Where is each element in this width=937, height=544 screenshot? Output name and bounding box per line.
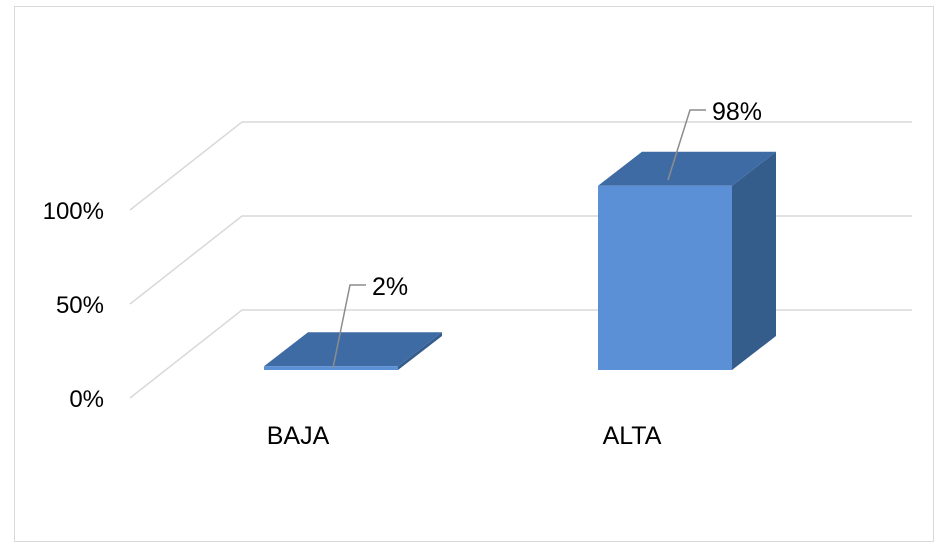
data-label-leader — [667, 109, 706, 181]
chart-frame — [14, 6, 934, 542]
bar-top — [264, 332, 442, 367]
data-label-leader — [332, 284, 366, 369]
x-category-label: BAJA — [267, 422, 330, 450]
y-tick-label: 0% — [69, 386, 104, 413]
gridline-diagonal — [129, 121, 243, 211]
gridline-diagonal — [129, 309, 243, 399]
bar — [598, 185, 732, 370]
gridline-diagonal — [129, 215, 243, 305]
y-tick-label: 50% — [56, 292, 104, 319]
bar-side — [398, 332, 442, 370]
data-label: 98% — [712, 98, 762, 126]
bar-side — [732, 151, 776, 370]
x-category-label: ALTA — [603, 422, 662, 450]
y-tick-label: 100% — [43, 198, 104, 225]
bar — [264, 366, 398, 370]
data-label: 2% — [372, 273, 408, 301]
bar-top — [598, 151, 776, 186]
